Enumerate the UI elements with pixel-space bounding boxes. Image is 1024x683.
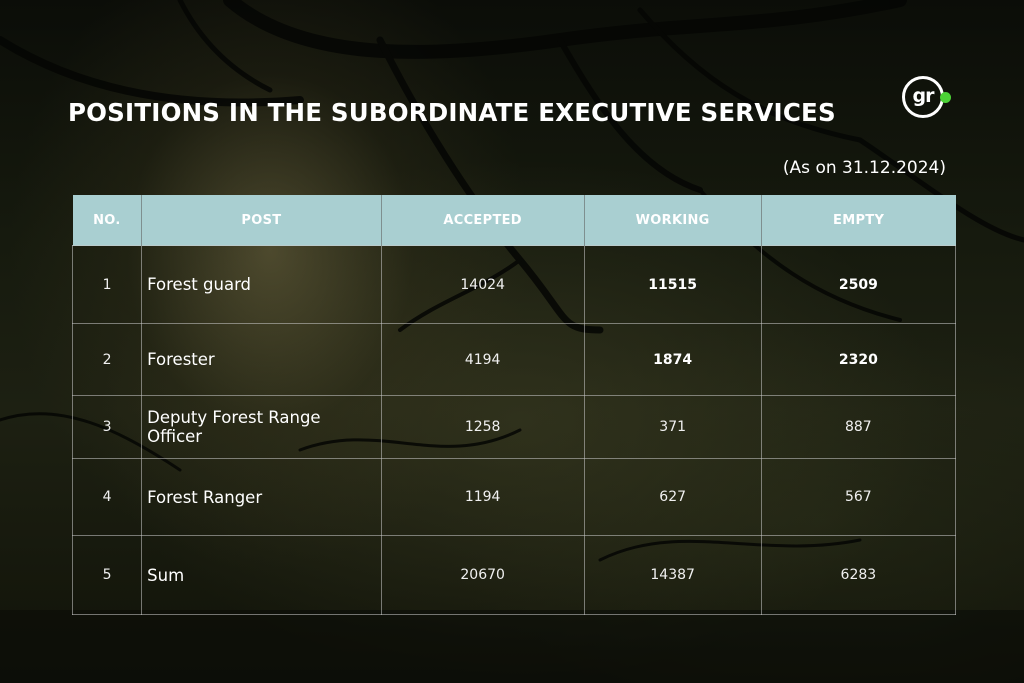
table-row: 3 Deputy Forest Range Officer 1258 371 8…	[71, 395, 957, 459]
header-working: WORKING	[584, 195, 762, 246]
cell-post: Deputy Forest Range Officer	[141, 395, 382, 459]
table-row: 2 Forester 4194 1874 2320	[71, 323, 957, 396]
page-title: POSITIONS IN THE SUBORDINATE EXECUTIVE S…	[68, 98, 836, 127]
cell-working: 11515	[583, 245, 762, 324]
cell-no: 5	[71, 535, 143, 615]
table-row: 1 Forest guard 14024 11515 2509	[71, 245, 957, 324]
table-row: 5 Sum 20670 14387 6283	[71, 535, 957, 615]
cell-no: 3	[71, 395, 143, 459]
cell-accepted: 4194	[380, 323, 585, 396]
positions-table: NO. POST ACCEPTED WORKING EMPTY 1 Forest…	[71, 195, 957, 615]
cell-post: Forester	[141, 323, 382, 396]
header-empty: EMPTY	[761, 195, 956, 246]
table-header-row: NO. POST ACCEPTED WORKING EMPTY	[72, 195, 956, 246]
cell-empty: 2320	[760, 323, 957, 396]
cell-accepted: 1258	[380, 395, 585, 459]
header-accepted: ACCEPTED	[381, 195, 585, 246]
cell-accepted: 1194	[380, 458, 585, 536]
cell-post: Forest guard	[141, 245, 382, 324]
cell-empty: 567	[760, 458, 957, 536]
logo-text: gr	[912, 85, 935, 107]
cell-working: 627	[583, 458, 762, 536]
cell-post: Forest Ranger	[141, 458, 382, 536]
cell-accepted: 14024	[380, 245, 585, 324]
cell-empty: 2509	[760, 245, 957, 324]
cell-working: 371	[583, 395, 762, 459]
cell-empty: 887	[760, 395, 957, 459]
cell-post: Sum	[141, 535, 382, 615]
header-no: NO.	[72, 195, 143, 246]
header-post: POST	[141, 195, 382, 246]
brand-logo: gr	[902, 76, 944, 118]
cell-working: 14387	[583, 535, 762, 615]
cell-no: 4	[71, 458, 143, 536]
cell-no: 1	[71, 245, 143, 324]
cell-no: 2	[71, 323, 143, 396]
cell-empty: 6283	[760, 535, 957, 615]
date-note: (As on 31.12.2024)	[782, 158, 946, 178]
table-row: 4 Forest Ranger 1194 627 567	[71, 458, 957, 536]
cell-working: 1874	[583, 323, 762, 396]
cell-accepted: 20670	[380, 535, 585, 615]
logo-dot-icon	[940, 92, 951, 103]
